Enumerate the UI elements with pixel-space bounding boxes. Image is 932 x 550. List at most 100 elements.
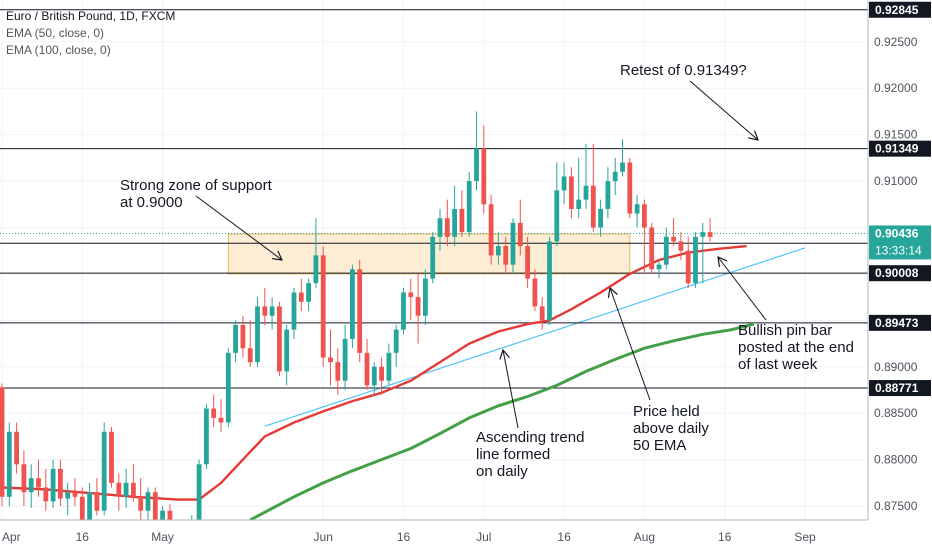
price-level-badge[interactable]: 0.89473 xyxy=(869,314,931,331)
candle[interactable] xyxy=(510,218,516,274)
candle[interactable] xyxy=(28,464,34,508)
candle[interactable] xyxy=(612,157,618,195)
candle[interactable] xyxy=(14,422,19,474)
symbol-title[interactable]: Euro / British Pound, 1D, FXCM xyxy=(6,9,176,23)
candles[interactable] xyxy=(0,111,713,550)
candle[interactable] xyxy=(21,450,27,507)
candle[interactable] xyxy=(306,278,311,312)
candle[interactable] xyxy=(488,195,494,265)
candle[interactable] xyxy=(262,287,268,325)
ema50-legend[interactable]: EMA (50, close, 0) xyxy=(6,26,105,40)
candle[interactable] xyxy=(474,111,479,191)
candle[interactable] xyxy=(466,171,472,237)
candle[interactable] xyxy=(408,278,414,321)
candle[interactable] xyxy=(649,222,655,274)
candle[interactable] xyxy=(371,362,377,395)
candle[interactable] xyxy=(583,143,589,209)
candle[interactable] xyxy=(36,459,41,497)
candle[interactable] xyxy=(496,232,501,265)
candle[interactable] xyxy=(255,297,260,367)
candle[interactable] xyxy=(547,236,552,325)
candle[interactable] xyxy=(123,468,129,508)
candle[interactable] xyxy=(539,297,545,330)
candle[interactable] xyxy=(685,236,691,288)
candle[interactable] xyxy=(6,422,12,507)
time-axis[interactable]: Apr 16 May Jun 16 Jul 16 Aug 16 Sep xyxy=(0,519,932,550)
candle[interactable] xyxy=(204,403,209,469)
price-level-badge[interactable]: 0.92845 xyxy=(869,1,931,18)
ascending-trendline[interactable] xyxy=(264,247,806,427)
candle[interactable] xyxy=(671,218,676,247)
candle[interactable] xyxy=(678,232,684,260)
candle[interactable] xyxy=(642,199,647,274)
candle[interactable] xyxy=(598,199,603,237)
ema50-line[interactable] xyxy=(1,244,747,501)
candle[interactable] xyxy=(569,167,574,219)
candle[interactable] xyxy=(554,162,560,247)
candle[interactable] xyxy=(379,357,384,395)
candle[interactable] xyxy=(393,325,399,367)
current-price-badge[interactable]: 0.90436 13:33:14 xyxy=(869,225,931,260)
candle[interactable] xyxy=(444,199,450,247)
candle[interactable] xyxy=(225,348,231,428)
candle[interactable] xyxy=(240,315,246,358)
candle[interactable] xyxy=(437,208,443,251)
candle[interactable] xyxy=(656,260,662,279)
candle[interactable] xyxy=(269,297,275,330)
candle[interactable] xyxy=(94,478,100,516)
price-axis[interactable]: 0.87500 0.88000 0.88500 0.89000 0.91000 0.915… xyxy=(867,0,932,520)
candle[interactable] xyxy=(109,427,114,488)
candle[interactable] xyxy=(590,143,596,233)
candle[interactable] xyxy=(138,478,144,520)
candle[interactable] xyxy=(350,264,355,349)
candle[interactable] xyxy=(532,269,538,312)
candle[interactable] xyxy=(58,459,63,507)
candle[interactable] xyxy=(131,464,136,502)
candle[interactable] xyxy=(101,422,107,516)
candle[interactable] xyxy=(700,222,706,284)
candle[interactable] xyxy=(0,383,5,507)
candle[interactable] xyxy=(313,218,319,288)
candle[interactable] xyxy=(87,482,92,525)
candle[interactable] xyxy=(342,325,348,390)
candle[interactable] xyxy=(576,157,582,219)
candle[interactable] xyxy=(525,236,530,288)
candle[interactable] xyxy=(459,190,465,237)
candle[interactable] xyxy=(430,232,436,284)
candle[interactable] xyxy=(298,278,304,312)
candle[interactable] xyxy=(386,343,392,386)
candle[interactable] xyxy=(401,287,406,335)
candle[interactable] xyxy=(284,325,290,386)
candle[interactable] xyxy=(328,329,333,386)
candle[interactable] xyxy=(561,162,567,205)
candle[interactable] xyxy=(423,269,428,325)
candle[interactable] xyxy=(72,478,78,507)
candle[interactable] xyxy=(627,157,633,219)
candle[interactable] xyxy=(634,195,640,228)
candle[interactable] xyxy=(50,459,56,508)
candle[interactable] xyxy=(247,320,253,367)
candle[interactable] xyxy=(707,218,713,242)
candle[interactable] xyxy=(196,459,202,530)
candle[interactable] xyxy=(43,468,49,511)
candle[interactable] xyxy=(218,399,224,432)
candle[interactable] xyxy=(277,301,282,377)
price-level-badge[interactable]: 0.90008 xyxy=(869,265,931,282)
candle[interactable] xyxy=(517,199,523,256)
candle[interactable] xyxy=(145,487,151,521)
candle[interactable] xyxy=(116,473,122,511)
candle[interactable] xyxy=(605,167,611,219)
candle[interactable] xyxy=(503,236,509,274)
candle[interactable] xyxy=(415,273,421,344)
candle[interactable] xyxy=(452,185,457,247)
candle[interactable] xyxy=(320,246,326,367)
candle[interactable] xyxy=(663,227,669,270)
ema100-legend[interactable]: EMA (100, close, 0) xyxy=(6,43,111,57)
candle[interactable] xyxy=(364,338,370,390)
candle[interactable] xyxy=(481,125,487,214)
candle[interactable] xyxy=(291,287,297,339)
candle[interactable] xyxy=(620,139,625,177)
candle[interactable] xyxy=(335,348,341,395)
candle[interactable] xyxy=(211,394,217,428)
